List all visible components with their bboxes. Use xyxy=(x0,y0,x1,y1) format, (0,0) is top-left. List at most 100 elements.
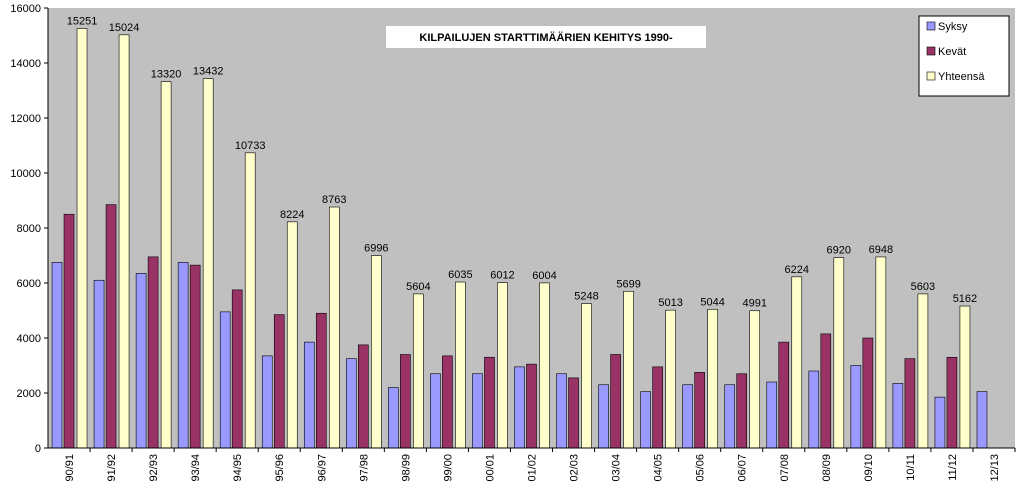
bar-yhteensa xyxy=(875,256,887,449)
bar-kevat xyxy=(400,354,411,449)
bar-syksy xyxy=(766,381,778,449)
bar-syksy xyxy=(640,391,651,449)
bar-kevat xyxy=(147,256,159,449)
legend-swatch xyxy=(926,21,936,31)
data-label-yhteensa: 6224 xyxy=(785,264,809,276)
bar-syksy xyxy=(135,273,147,449)
bar-syksy xyxy=(430,373,441,449)
bar-kevat xyxy=(694,372,705,449)
legend-item-kevat: Kevät xyxy=(938,46,966,58)
y-tick-label: 0 xyxy=(35,443,41,455)
bar-yhteensa xyxy=(286,221,298,449)
bar-yhteensa xyxy=(497,282,508,449)
bar-kevat xyxy=(315,312,327,449)
x-tick-label: 02/03 xyxy=(569,454,581,482)
x-tick-label: 09/10 xyxy=(863,454,875,482)
bar-syksy xyxy=(724,384,736,449)
data-label-yhteensa: 5044 xyxy=(700,296,724,308)
bar-syksy xyxy=(219,311,231,449)
legend: Syksy Kevät Yhteensä xyxy=(918,15,1010,97)
data-label-yhteensa: 5013 xyxy=(658,297,682,309)
bar-yhteensa xyxy=(118,34,130,449)
data-label-yhteensa: 6012 xyxy=(490,270,514,282)
bar-kevat xyxy=(189,264,201,449)
y-ticks: 0 2000 4000 6000 8000 10000 12000 14000 16000 xyxy=(10,3,48,455)
legend-swatch xyxy=(926,71,936,81)
bar-kevat xyxy=(610,354,621,449)
bar-yhteensa xyxy=(749,310,761,449)
bar-syksy xyxy=(850,365,862,449)
data-label-yhteensa: 8763 xyxy=(322,194,346,206)
bar-kevat xyxy=(231,289,243,449)
axes-layer: 0 2000 4000 6000 8000 10000 12000 14000 16000 90… xyxy=(10,3,1016,482)
y-tick-label: 4000 xyxy=(17,333,41,345)
bar-yhteensa xyxy=(581,303,592,449)
bar-syksy xyxy=(598,384,609,449)
bar-kevat xyxy=(652,366,663,449)
data-label-yhteensa: 5248 xyxy=(574,291,598,303)
data-label-yhteensa: 6948 xyxy=(869,244,893,256)
legend-item-syksy: Syksy xyxy=(938,21,968,33)
x-tick-label: 99/00 xyxy=(442,454,454,482)
bar-syksy xyxy=(388,387,399,449)
data-label-yhteensa: 6035 xyxy=(448,269,472,281)
legend-swatch xyxy=(926,46,936,56)
bar-kevat xyxy=(273,314,285,449)
x-tick-label: 96/97 xyxy=(316,454,328,482)
x-tick-label: 00/01 xyxy=(484,454,496,482)
bar-yhteensa xyxy=(539,282,550,449)
x-tick-label: 92/93 xyxy=(148,454,160,482)
bar-yhteensa xyxy=(371,255,382,449)
bar-kevat xyxy=(946,356,958,449)
x-tick-label: 98/99 xyxy=(400,454,412,482)
x-tick-label: 08/09 xyxy=(821,454,833,482)
data-label-yhteensa: 6004 xyxy=(532,270,556,282)
data-label-yhteensa: 5604 xyxy=(406,281,430,293)
bar-yhteensa xyxy=(328,206,340,449)
x-tick-label: 94/95 xyxy=(232,454,244,482)
data-label-yhteensa: 5699 xyxy=(616,278,640,290)
x-tick-label: 91/92 xyxy=(106,454,118,482)
bar-kevat xyxy=(820,333,832,449)
bar-kevat xyxy=(358,344,369,449)
bar-kevat xyxy=(736,373,748,449)
bar-yhteensa xyxy=(244,152,256,449)
bar-yhteensa xyxy=(455,281,466,449)
bar-kevat xyxy=(904,358,916,449)
bar-yhteensa xyxy=(917,293,929,449)
bar-syksy xyxy=(51,262,63,449)
bar-kevat xyxy=(526,363,537,449)
x-tick-label: 93/94 xyxy=(190,454,202,482)
bar-yhteensa xyxy=(623,290,634,449)
data-labels-layer: 15251 15024 13320 13432 10733 8224 8763 6996 560… xyxy=(67,16,977,310)
data-label-yhteensa: 13320 xyxy=(151,69,182,81)
data-label-yhteensa: 15024 xyxy=(109,22,140,34)
data-label-yhteensa: 10733 xyxy=(235,140,266,152)
y-tick-label: 16000 xyxy=(10,3,41,15)
data-label-yhteensa: 15251 xyxy=(67,16,98,28)
data-label-yhteensa: 6996 xyxy=(364,243,388,255)
chart-title: KILPAILUJEN STARTTIMÄÄRIEN KEHITYS 1990- xyxy=(419,31,673,44)
legend-item-yhteensa: Yhteensä xyxy=(938,71,985,83)
bar-yhteensa xyxy=(707,308,718,449)
x-tick-label: 11/12 xyxy=(947,454,959,481)
data-label-yhteensa: 8224 xyxy=(280,209,304,221)
bar-yhteensa xyxy=(791,276,803,449)
x-tick-label: 04/05 xyxy=(653,454,665,482)
y-tick-label: 14000 xyxy=(10,58,41,70)
bar-kevat xyxy=(105,204,117,449)
bar-syksy xyxy=(177,262,189,449)
x-tick-label: 03/04 xyxy=(611,454,623,482)
bar-syksy xyxy=(261,355,273,449)
y-tick-label: 10000 xyxy=(10,168,41,180)
bar-kevat xyxy=(568,377,579,449)
data-label-yhteensa: 6920 xyxy=(827,245,851,257)
bar-yhteensa xyxy=(959,305,971,449)
bar-syksy xyxy=(556,373,567,449)
bar-kevat xyxy=(778,341,790,449)
bar-yhteensa xyxy=(413,293,424,449)
y-tick-label: 6000 xyxy=(17,278,41,290)
data-label-yhteensa: 4991 xyxy=(742,298,766,310)
